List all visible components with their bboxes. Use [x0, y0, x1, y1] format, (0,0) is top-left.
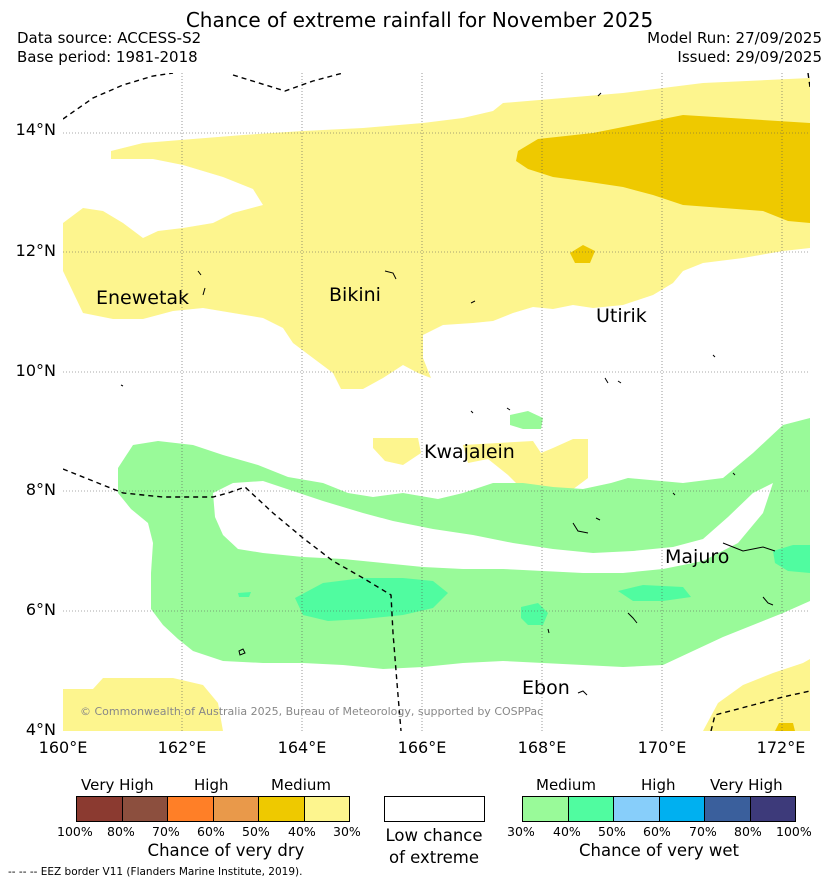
- wet-tick-40: 40%: [553, 824, 581, 839]
- lon-label-170e: 170°E: [637, 738, 687, 757]
- wet-cat-high: High: [641, 776, 676, 794]
- dry-cat-high: High: [194, 776, 229, 794]
- wet-swatch-2: [568, 797, 614, 821]
- eez-border: [63, 73, 810, 731]
- place-majuro: Majuro: [665, 546, 730, 568]
- wet-swatch-4: [659, 797, 705, 821]
- wet-colorbar: [522, 796, 796, 822]
- lon-label-162e: 162°E: [157, 738, 207, 757]
- issued-date: Issued: 29/09/2025: [677, 48, 822, 66]
- dry-swatch-3: [168, 797, 214, 821]
- dry-tick-70: 70%: [152, 824, 180, 839]
- dry-swatch-4: [213, 797, 259, 821]
- wet-tick-100: 100%: [776, 824, 812, 839]
- base-period: Base period: 1981-2018: [17, 48, 198, 66]
- neutral-legend-line2: of extreme: [388, 848, 480, 867]
- dry-tick-50: 50%: [242, 824, 270, 839]
- wet-tick-80: 80%: [734, 824, 762, 839]
- neutral-gap: [213, 481, 773, 573]
- dry-swatch-1: [77, 797, 123, 821]
- source-info: Data source: ACCESS-S2 Base period: 1981…: [17, 29, 201, 67]
- data-source: Data source: ACCESS-S2: [17, 29, 202, 47]
- dry-swatch-5: [259, 797, 305, 821]
- lon-label-166e: 166°E: [397, 738, 447, 757]
- lat-label-10n: 10°N: [15, 361, 56, 380]
- place-enewetak: Enewetak: [96, 287, 190, 309]
- lat-label-6n: 6°N: [25, 600, 56, 619]
- copyright-notice: © Commonwealth of Australia 2025, Bureau…: [80, 705, 544, 718]
- place-bikini: Bikini: [329, 284, 381, 306]
- neutral-swatch: [384, 796, 485, 822]
- dry-high-region: [516, 115, 810, 731]
- wet-cat-medium: Medium: [536, 776, 596, 794]
- dry-legend-title: Chance of very dry: [147, 841, 305, 860]
- dry-patch-central: [463, 439, 588, 497]
- dry-tick-60: 60%: [197, 824, 225, 839]
- dry-cat-very-high: Very High: [81, 776, 154, 794]
- dry-high-spot: [570, 245, 595, 263]
- dry-tick-40: 40%: [288, 824, 316, 839]
- wet-high-patch-2: [521, 603, 548, 625]
- wet-legend-title: Chance of very wet: [579, 841, 739, 860]
- run-info: Model Run: 27/09/2025 Issued: 29/09/2025: [647, 29, 822, 67]
- neutral-legend-line1: Low chance: [385, 826, 483, 845]
- lon-label-168e: 168°E: [517, 738, 567, 757]
- dry-high-band: [516, 115, 810, 223]
- dry-patch-kwajalein: [373, 438, 421, 465]
- wet-tick-60: 60%: [643, 824, 671, 839]
- wet-swatch-3: [614, 797, 660, 821]
- lon-label-164e: 164°E: [277, 738, 327, 757]
- lat-label-12n: 12°N: [15, 241, 56, 260]
- lon-label-160e: 160°E: [38, 738, 88, 757]
- wet-high-patch-1: [295, 578, 448, 621]
- wet-swatch-6: [750, 797, 795, 821]
- wet-high-patch-3: [618, 585, 691, 601]
- lon-label-172e: 172°E: [756, 738, 806, 757]
- dry-cat-medium: Medium: [271, 776, 331, 794]
- wet-high-patch-5: [238, 592, 251, 597]
- place-ebon: Ebon: [522, 677, 570, 699]
- wet-patch-north: [510, 411, 543, 429]
- wet-tick-50: 50%: [598, 824, 626, 839]
- dry-tick-30: 30%: [333, 824, 361, 839]
- dry-colorbar: [76, 796, 350, 822]
- wet-tick-70: 70%: [689, 824, 717, 839]
- dry-tick-100: 100%: [57, 824, 93, 839]
- wet-cat-very-high: Very High: [710, 776, 783, 794]
- dry-swatch-2: [122, 797, 168, 821]
- dry-tick-80: 80%: [107, 824, 135, 839]
- islands: [120, 92, 776, 696]
- dry-high-spot-south: [775, 723, 795, 731]
- model-run: Model Run: 27/09/2025: [647, 29, 822, 47]
- eez-border-note: -- -- -- EEZ border V11 (Flanders Marine…: [8, 866, 303, 878]
- place-kwajalein: Kwajalein: [424, 441, 515, 463]
- dry-swatch-6: [304, 797, 349, 821]
- rainfall-map: [63, 73, 810, 731]
- lat-label-4n: 4°N: [25, 720, 56, 739]
- neutral-region: [213, 481, 773, 573]
- dry-patch-southeast: [703, 659, 810, 731]
- map-title: Chance of extreme rainfall for November …: [185, 8, 654, 32]
- wet-swatch-5: [705, 797, 751, 821]
- wet-tick-30: 30%: [507, 824, 535, 839]
- lat-label-8n: 8°N: [25, 480, 56, 499]
- lat-label-14n: 14°N: [15, 120, 56, 139]
- dry-patch-southwest: [63, 678, 223, 731]
- wet-swatch-1: [523, 797, 569, 821]
- place-utirik: Utirik: [596, 305, 647, 327]
